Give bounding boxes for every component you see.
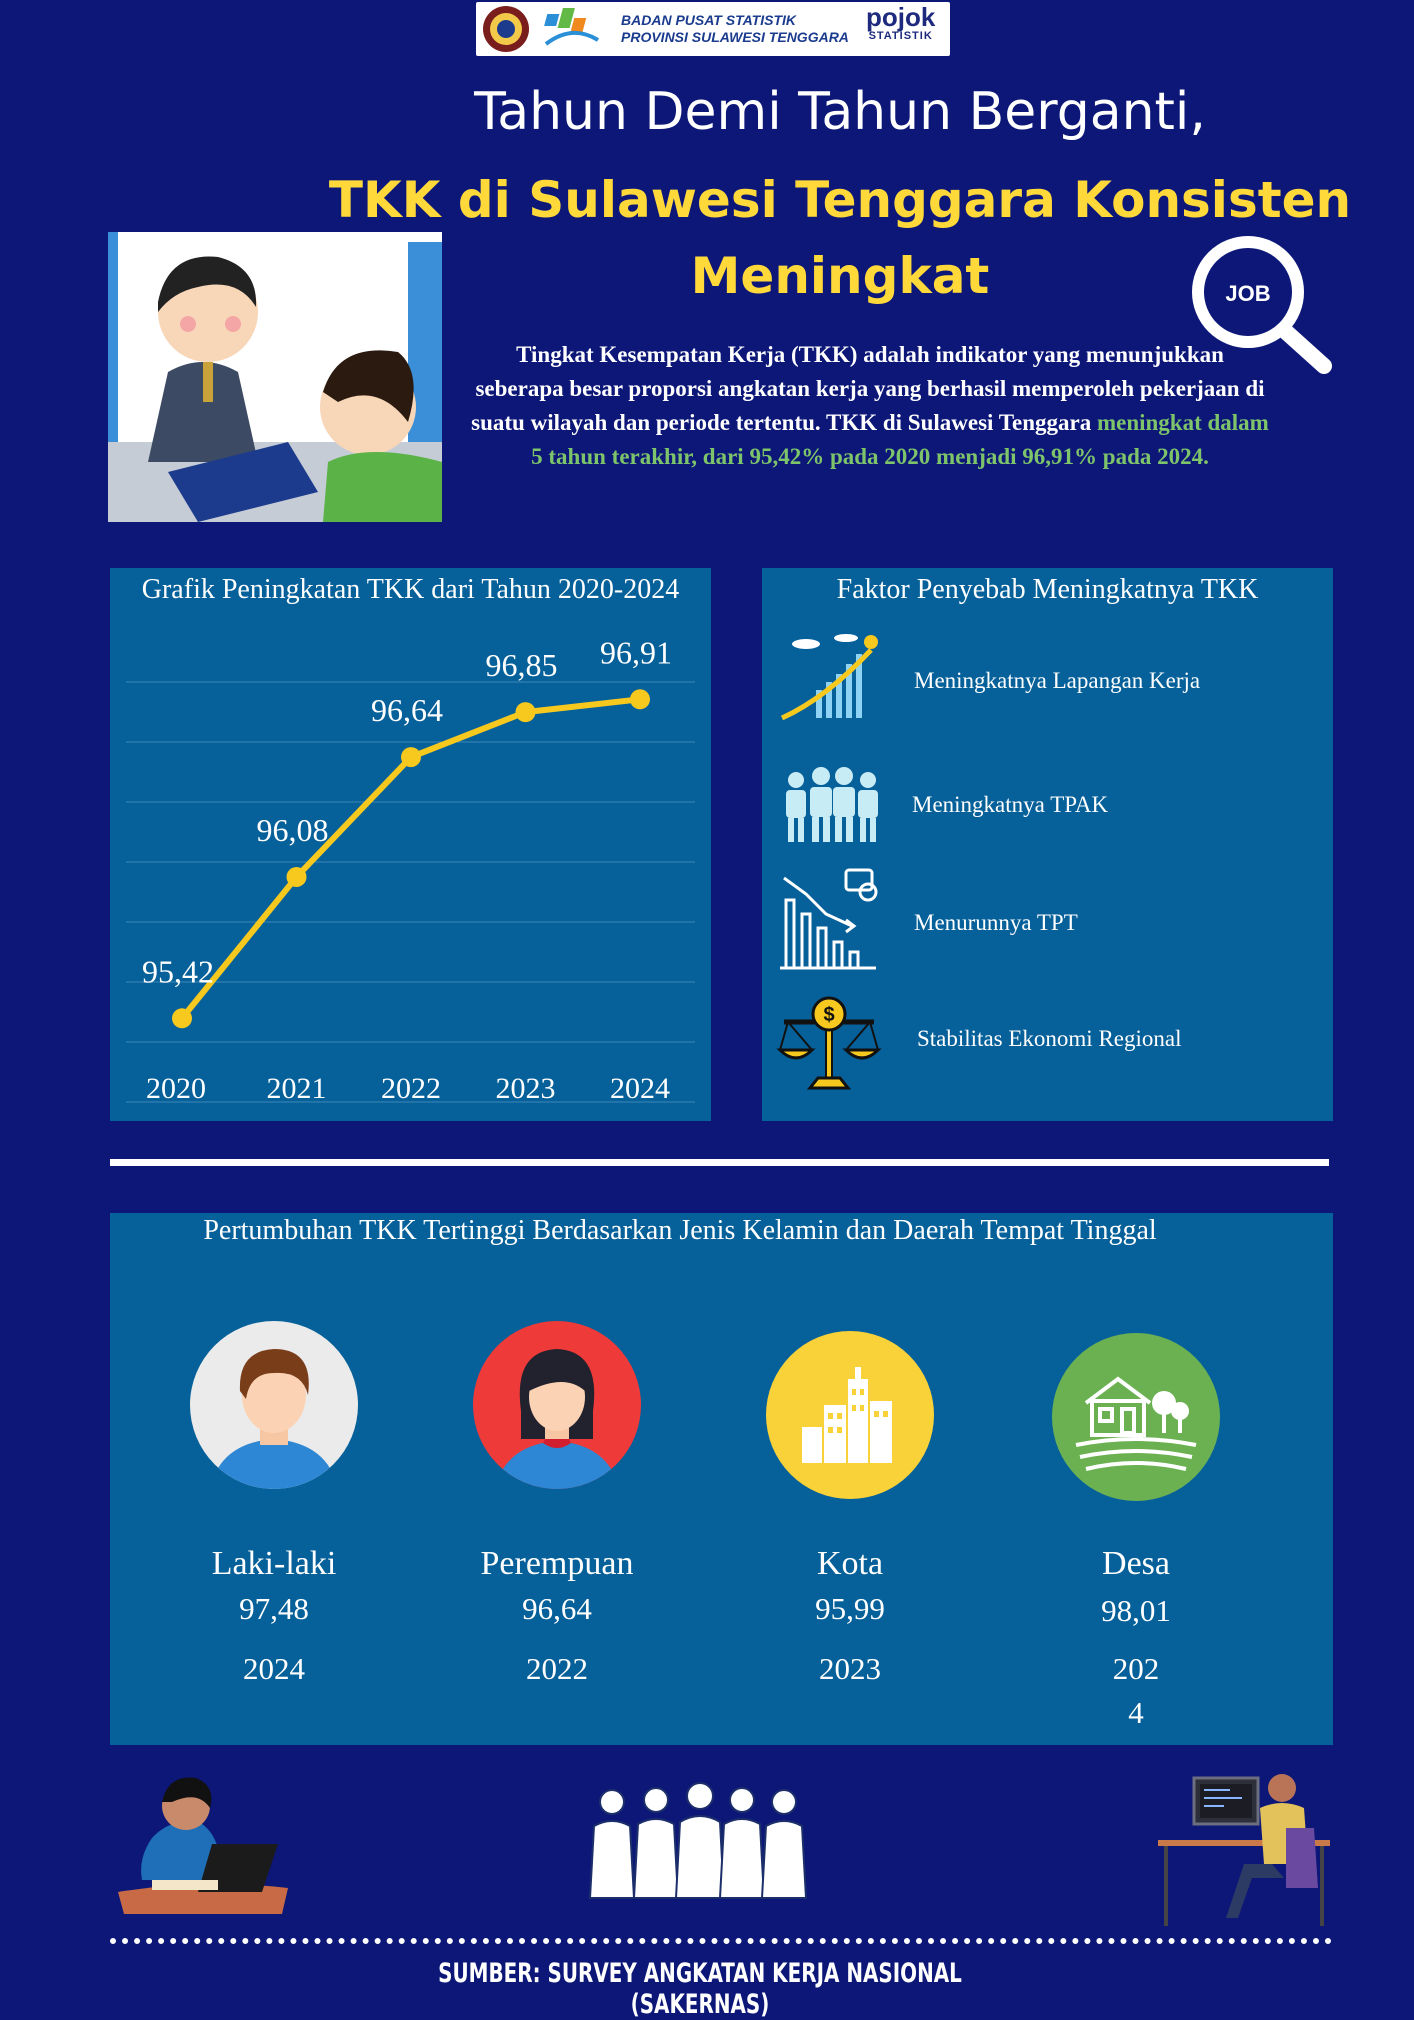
chart-x-tick-label: 2022 <box>381 1072 441 1105</box>
chart-point <box>515 702 536 723</box>
tkk-line-chart: 95,42 2020 96,08 2021 96,64 2022 96,85 2023 96,9… <box>126 634 695 1105</box>
chart-data-label: 96,64 <box>371 692 443 728</box>
chart-point <box>630 689 650 710</box>
growth-panel: Pertumbuhan TKK Tertinggi Berdasarkan Je… <box>110 1213 1333 1745</box>
bps-logo-icon <box>544 8 600 46</box>
page-title-highlight: TKK di Sulawesi Tenggara Konsisten Menin… <box>328 171 1352 305</box>
pojok-statistik-logo: pojok STATISTIK <box>866 2 936 42</box>
balance-scale-icon: $ <box>776 996 882 1090</box>
chart-data-label: 96,85 <box>486 647 558 683</box>
section-divider <box>110 1159 1329 1166</box>
chart-x-tick-label: 2023 <box>496 1072 556 1105</box>
chart-point <box>286 866 307 887</box>
village-house-icon <box>1052 1333 1220 1501</box>
man-avatar-icon <box>190 1321 358 1489</box>
factor-label: Stabilitas Ekonomi Regional <box>917 1026 1182 1051</box>
chart-point <box>401 747 421 768</box>
factors-title: Faktor Penyebab Meningkatnya TKK <box>836 574 1259 605</box>
growth-chart-icon <box>780 634 878 721</box>
workers-group-icon <box>786 767 878 842</box>
chart-data-label: 95,42 <box>142 953 214 989</box>
intro-highlight: meningkat dalam 5 tahun terakhir, dari 9… <box>531 410 1269 469</box>
university-seal-icon <box>483 6 529 52</box>
growth-item-name: Kota <box>816 1545 884 1582</box>
growth-item-value: 96,64 <box>522 1591 592 1626</box>
team-group-illustration <box>588 1782 808 1899</box>
growth-item-year: 2024 <box>243 1651 305 1686</box>
factor-item: Meningkatnya TPAK <box>762 758 1333 858</box>
growth-item-year: 202 4 <box>1112 1651 1160 1730</box>
tkk-chart-panel: Grafik Peningkatan TKK dari Tahun 2020-2… <box>110 568 711 1121</box>
factor-label: Meningkatnya TPAK <box>912 792 1109 817</box>
declining-chart-icon <box>780 868 878 970</box>
job-interview-illustration <box>108 232 442 522</box>
org-name: BADAN PUSAT STATISTIK PROVINSI SULAWESI … <box>621 12 849 45</box>
factors-panel: Faktor Penyebab Meningkatnya TKK Meningk… <box>762 568 1333 1121</box>
growth-item-year: 2022 <box>526 1651 588 1686</box>
city-buildings-icon <box>766 1331 934 1499</box>
growth-item-name: Laki-laki <box>211 1545 337 1582</box>
footer-dotted-line <box>110 1938 1332 1944</box>
chart-x-tick-label: 2024 <box>610 1072 670 1105</box>
intro-paragraph: Tingkat Kesempatan Kerja (TKK) adalah in… <box>471 342 1269 469</box>
growth-item-name: Perempuan <box>480 1545 634 1582</box>
chart-x-tick-label: 2020 <box>146 1072 206 1105</box>
chart-data-label: 96,08 <box>257 812 329 848</box>
growth-item-name: Desa <box>1102 1545 1170 1582</box>
svg-text:$: $ <box>823 1004 834 1026</box>
woman-avatar-icon <box>473 1321 641 1489</box>
header-logo-strip: BADAN PUSAT STATISTIK PROVINSI SULAWESI … <box>476 2 950 56</box>
factor-item: $ Stabilitas Ekonomi Regional <box>762 992 1333 1092</box>
chart-point <box>172 1008 192 1029</box>
growth-item-value: 98,01 <box>1101 1593 1171 1628</box>
man-computer-illustration <box>1158 1774 1330 1926</box>
growth-title: Pertumbuhan TKK Tertinggi Berdasarkan Je… <box>203 1215 1157 1246</box>
chart-data-label: 96,91 <box>600 634 672 670</box>
factor-label: Meningkatnya Lapangan Kerja <box>914 668 1201 693</box>
factor-item: Menurunnya TPT <box>762 864 1333 970</box>
chart-title: Grafik Peningkatan TKK dari Tahun 2020-2… <box>141 574 680 605</box>
job-badge-text: JOB <box>1225 281 1270 306</box>
source-footnote: SUMBER: SURVEY ANGKATAN KERJA NASIONAL (… <box>438 1958 962 2020</box>
job-search-icon: JOB <box>1192 236 1332 374</box>
growth-item-value: 95,99 <box>815 1591 885 1626</box>
chart-x-tick-label: 2021 <box>267 1072 327 1105</box>
factor-label: Menurunnya TPT <box>914 910 1078 935</box>
page-title-line1: Tahun Demi Tahun Berganti, <box>474 82 1206 142</box>
growth-item-year: 2023 <box>819 1651 881 1686</box>
growth-item-value: 97,48 <box>239 1591 309 1626</box>
factor-item: Meningkatnya Lapangan Kerja <box>762 628 1333 728</box>
woman-laptop-illustration <box>118 1777 288 1914</box>
